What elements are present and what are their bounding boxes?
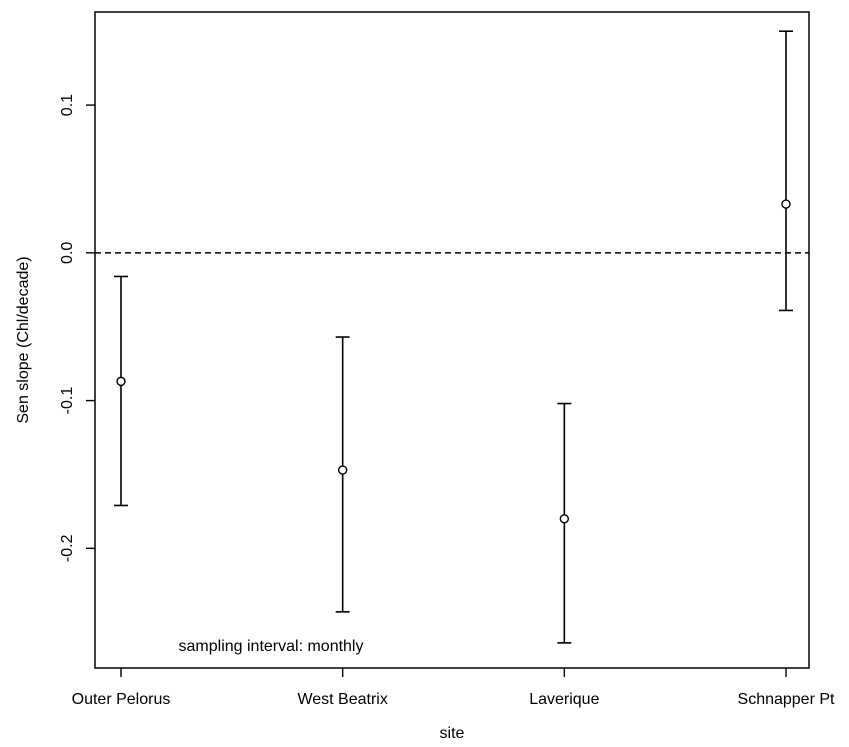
data-marks xyxy=(114,30,793,644)
x-tick-label: West Beatrix xyxy=(297,691,387,708)
y-axis: -0.2 -0.1 0.0 0.1 xyxy=(59,94,95,562)
sampling-interval-annotation: sampling interval: monthly xyxy=(179,638,364,655)
y-axis-label: Sen slope (Chl/decade) xyxy=(15,256,32,423)
y-tick-label: -0.2 xyxy=(59,534,76,562)
data-point xyxy=(116,376,126,387)
x-axis: Outer Pelorus West Beatrix Laverique Schnap… xyxy=(72,668,835,708)
data-point xyxy=(781,199,791,209)
x-tick-label: Laverique xyxy=(529,691,599,708)
data-point xyxy=(337,465,348,475)
plot-frame xyxy=(94,11,810,669)
y-tick-label: 0.1 xyxy=(59,94,76,116)
x-axis-label: site xyxy=(440,725,465,742)
data-point xyxy=(559,514,570,524)
y-tick-label: -0.1 xyxy=(59,387,76,415)
x-tick-label: Schnapper Pt xyxy=(738,691,836,708)
y-tick-label: 0.0 xyxy=(59,242,76,264)
x-tick-label: Outer Pelorus xyxy=(72,691,171,708)
